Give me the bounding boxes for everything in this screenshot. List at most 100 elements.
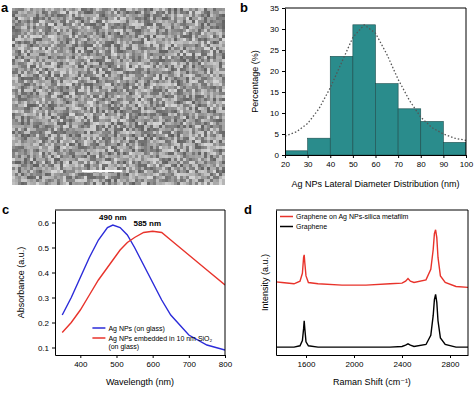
image-grain [54,8,57,11]
image-grain [15,89,18,92]
image-grain [39,74,42,77]
image-grain [171,35,174,38]
image-grain [159,23,162,26]
image-grain [213,17,216,20]
image-grain [132,26,135,29]
image-grain [138,8,141,11]
image-grain [18,62,21,65]
image-grain [60,38,63,41]
image-grain [27,50,30,53]
image-grain [18,14,21,17]
image-grain [156,26,159,29]
image-grain [177,89,180,92]
image-grain [210,89,213,92]
image-grain [168,26,171,29]
image-grain [111,14,114,17]
image-grain [150,23,153,26]
image-grain [84,47,87,50]
image-grain [81,35,84,38]
image-grain [135,74,138,77]
image-grain [210,50,213,53]
image-grain [129,56,132,59]
image-grain [117,38,120,41]
image-grain [132,83,135,86]
image-grain [150,14,153,17]
image-grain [213,14,216,17]
image-grain [189,11,192,14]
image-grain [114,77,117,80]
image-grain [18,92,21,95]
image-grain [189,20,192,23]
image-grain [216,41,219,44]
image-grain [87,14,90,17]
image-grain [222,44,225,47]
image-grain [69,11,72,14]
image-grain [189,26,192,29]
image-grain [96,83,99,86]
image-grain [165,38,168,41]
image-grain [93,14,96,17]
image-grain [78,50,81,53]
image-grain [165,65,168,68]
image-grain [42,41,45,44]
image-grain [66,23,69,26]
image-grain [126,83,129,86]
image-grain [72,20,75,23]
image-grain [198,59,201,62]
image-grain [114,80,117,83]
image-grain [204,89,207,92]
image-grain [147,74,150,77]
image-grain [129,53,132,56]
image-grain [21,83,24,86]
image-grain [153,59,156,62]
image-grain [108,14,111,17]
image-grain [159,68,162,71]
image-grain [84,86,87,89]
image-grain [141,50,144,53]
image-grain [12,11,15,14]
image-grain [174,50,177,53]
image-grain [15,38,18,41]
image-grain [123,53,126,56]
image-grain [78,68,81,71]
image-grain [156,8,159,11]
image-grain [141,53,144,56]
image-grain [189,83,192,86]
image-grain [195,11,198,14]
image-grain [222,32,225,35]
image-grain [168,71,171,74]
image-grain [39,77,42,80]
image-grain [30,68,33,71]
image-grain [171,47,174,50]
image-grain [39,62,42,65]
image-grain [150,41,153,44]
image-grain [165,80,168,83]
image-grain [57,35,60,38]
image-grain [51,74,54,77]
image-grain [117,14,120,17]
image-grain [198,50,201,53]
image-grain [24,86,27,89]
image-grain [102,35,105,38]
image-grain [93,68,96,71]
image-grain [141,59,144,62]
image-grain [210,77,213,80]
image-grain [171,26,174,29]
image-grain [90,77,93,80]
image-grain [63,77,66,80]
image-grain [39,38,42,41]
image-grain [204,26,207,29]
image-grain [33,86,36,89]
image-grain [186,50,189,53]
image-grain [105,44,108,47]
image-grain [177,29,180,32]
image-grain [126,50,129,53]
image-grain [78,11,81,14]
image-grain [12,77,15,80]
image-grain [132,47,135,50]
image-grain [204,47,207,50]
image-grain [132,50,135,53]
image-grain [48,29,51,32]
image-grain [39,56,42,59]
image-grain [213,74,216,77]
